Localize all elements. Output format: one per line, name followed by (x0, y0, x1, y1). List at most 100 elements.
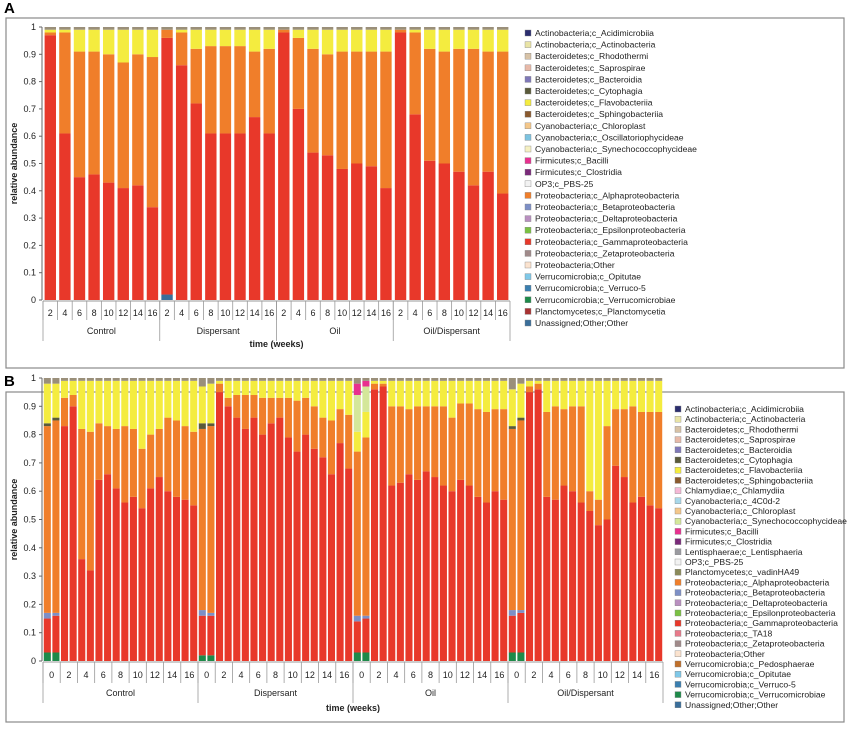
panel-a-bar-segment (59, 29, 71, 33)
panel-b-week-label: 10 (443, 670, 453, 680)
panel-b-bar-segment (181, 499, 189, 661)
panel-b-bar-segment (198, 615, 206, 656)
panel-b-bar-segment (508, 652, 516, 661)
panel-b-bar-segment (439, 378, 447, 381)
panel-a-week-label: 12 (469, 308, 479, 318)
panel-b-letter: B (4, 373, 15, 390)
panel-a-bar-segment (44, 27, 56, 30)
panel-a-bar-segment (88, 51, 100, 175)
panel-b-bar-segment (517, 420, 525, 611)
panel-b-bar-segment (147, 378, 155, 381)
panel-a-legend-label: Proteobacteria;c_Zetaproteobacteria (535, 248, 675, 258)
panel-a-bar-segment (453, 48, 465, 172)
panel-b-bar-segment (207, 426, 215, 613)
panel-b-bar-segment (336, 380, 344, 410)
panel-b-bar-segment (603, 380, 611, 427)
panel-a-week-label: 16 (264, 308, 274, 318)
panel-b-bar-segment (388, 380, 396, 407)
panel-b-bar-segment (603, 426, 611, 520)
panel-b-bar-segment (327, 380, 336, 421)
panel-b-bar-segment (405, 409, 413, 475)
panel-a-legend-swatch (524, 180, 532, 188)
panel-a-week-label: 4 (413, 308, 418, 318)
panel-b-bar-segment (646, 378, 654, 381)
panel-a-bar-segment (248, 29, 261, 52)
panel-a-bar-segment (467, 29, 480, 49)
panel-b-bar-segment (388, 406, 396, 486)
panel-b-bar-segment (414, 380, 422, 407)
panel-b-bar-segment (560, 380, 568, 410)
panel-b-legend-swatch (674, 507, 682, 515)
panel-b-bar-segment (560, 409, 568, 486)
panel-b-bar-segment (284, 397, 292, 438)
panel-b-bar-segment (508, 426, 516, 429)
panel-b-bar-segment (612, 378, 620, 381)
panel-a-week-label: 2 (48, 308, 53, 318)
panel-b-bar-segment (594, 499, 602, 526)
panel-b-group-label: Control (106, 688, 135, 698)
panel-b-bar-segment (215, 380, 224, 384)
panel-b-bar-segment (508, 378, 516, 390)
panel-b-bar-segment (465, 403, 473, 486)
panel-b-bar-segment (353, 451, 361, 616)
panel-b-legend-label: Bacteroidetes;c_Sphingobacteriia (685, 475, 813, 485)
panel-b-bar-segment (551, 499, 559, 661)
panel-b-bar-segment (525, 380, 534, 387)
panel-a-bar-segment (497, 51, 509, 194)
panel-a-week-label: 8 (208, 308, 213, 318)
panel-a-bar-segment (278, 27, 290, 30)
panel-b-bar-segment (224, 406, 232, 661)
panel-a-legend-label: Bacteroidetes;c_Flavobacteriia (535, 98, 653, 108)
panel-b-week-label: 2 (221, 670, 226, 680)
panel-a-week-label: 8 (325, 308, 330, 318)
panel-b-legend-swatch (674, 558, 682, 566)
panel-b-bar-segment (86, 378, 94, 381)
panel-b-legend-label: Planctomycetes;c_vadinHA49 (685, 567, 799, 577)
panel-a-legend-swatch (524, 226, 532, 234)
panel-b-bar-segment (577, 380, 585, 407)
panel-a-frame (5, 17, 845, 369)
panel-a-bar-segment (336, 29, 348, 52)
panel-b-bar-segment (370, 380, 379, 384)
panel-b-bar-segment (457, 479, 465, 661)
panel-b-week-label: 10 (598, 670, 608, 680)
panel-b-bar-segment (43, 383, 51, 424)
panel-b-bar-segment (78, 559, 86, 661)
panel-a-legend-label: Proteobacteria;c_Gammaproteobacteria (535, 237, 688, 247)
panel-b-week-label: 10 (133, 670, 143, 680)
panel-b-legend-label: Lentisphaerae;c_Lentisphaeria (685, 547, 803, 557)
panel-a-bar-segment (146, 57, 159, 208)
panel-b-bar-segment (560, 378, 568, 381)
panel-a-legend-swatch (524, 215, 532, 222)
panel-a-bar-segment (102, 27, 115, 30)
panel-a-group-label: Dispersant (197, 326, 241, 336)
panel-a-bar-segment (234, 46, 246, 134)
panel-b-bar-segment (52, 615, 60, 653)
panel-b-bar-segment (198, 378, 206, 387)
panel-b-bar-segment (276, 397, 284, 418)
panel-b-week-label: 2 (376, 670, 381, 680)
panel-b-legend-label: Proteobacteria;c_Zetaproteobacteria (685, 639, 825, 649)
panel-b-bar-segment (250, 378, 258, 381)
panel-a-legend-swatch (524, 168, 532, 176)
panel-a-bar-segment (234, 29, 246, 47)
panel-b-bar-segment (327, 474, 336, 661)
panel-b-bar-segment (43, 378, 51, 384)
panel-a-y-tick-label: 0.6 (23, 131, 36, 141)
panel-a-legend-swatch (524, 76, 532, 83)
panel-a-week-label: 4 (179, 308, 184, 318)
panel-b-bar-segment (500, 409, 508, 500)
panel-b-bar-segment (293, 380, 301, 401)
panel-a-bar-segment (409, 32, 421, 115)
panel-b-bar-segment (250, 417, 258, 661)
panel-b-bar-segment (43, 652, 51, 661)
panel-b-legend-label: Unassigned;Other;Other (685, 700, 778, 710)
panel-b-legend-swatch (674, 589, 682, 596)
panel-b-week-label: 8 (583, 670, 588, 680)
panel-b-bar-segment (241, 428, 249, 661)
panel-b-week-label: 0 (359, 670, 364, 680)
panel-b-bar-segment (439, 485, 447, 661)
panel-a-week-label: 10 (104, 308, 114, 318)
panel-b-bar-segment (224, 397, 232, 407)
